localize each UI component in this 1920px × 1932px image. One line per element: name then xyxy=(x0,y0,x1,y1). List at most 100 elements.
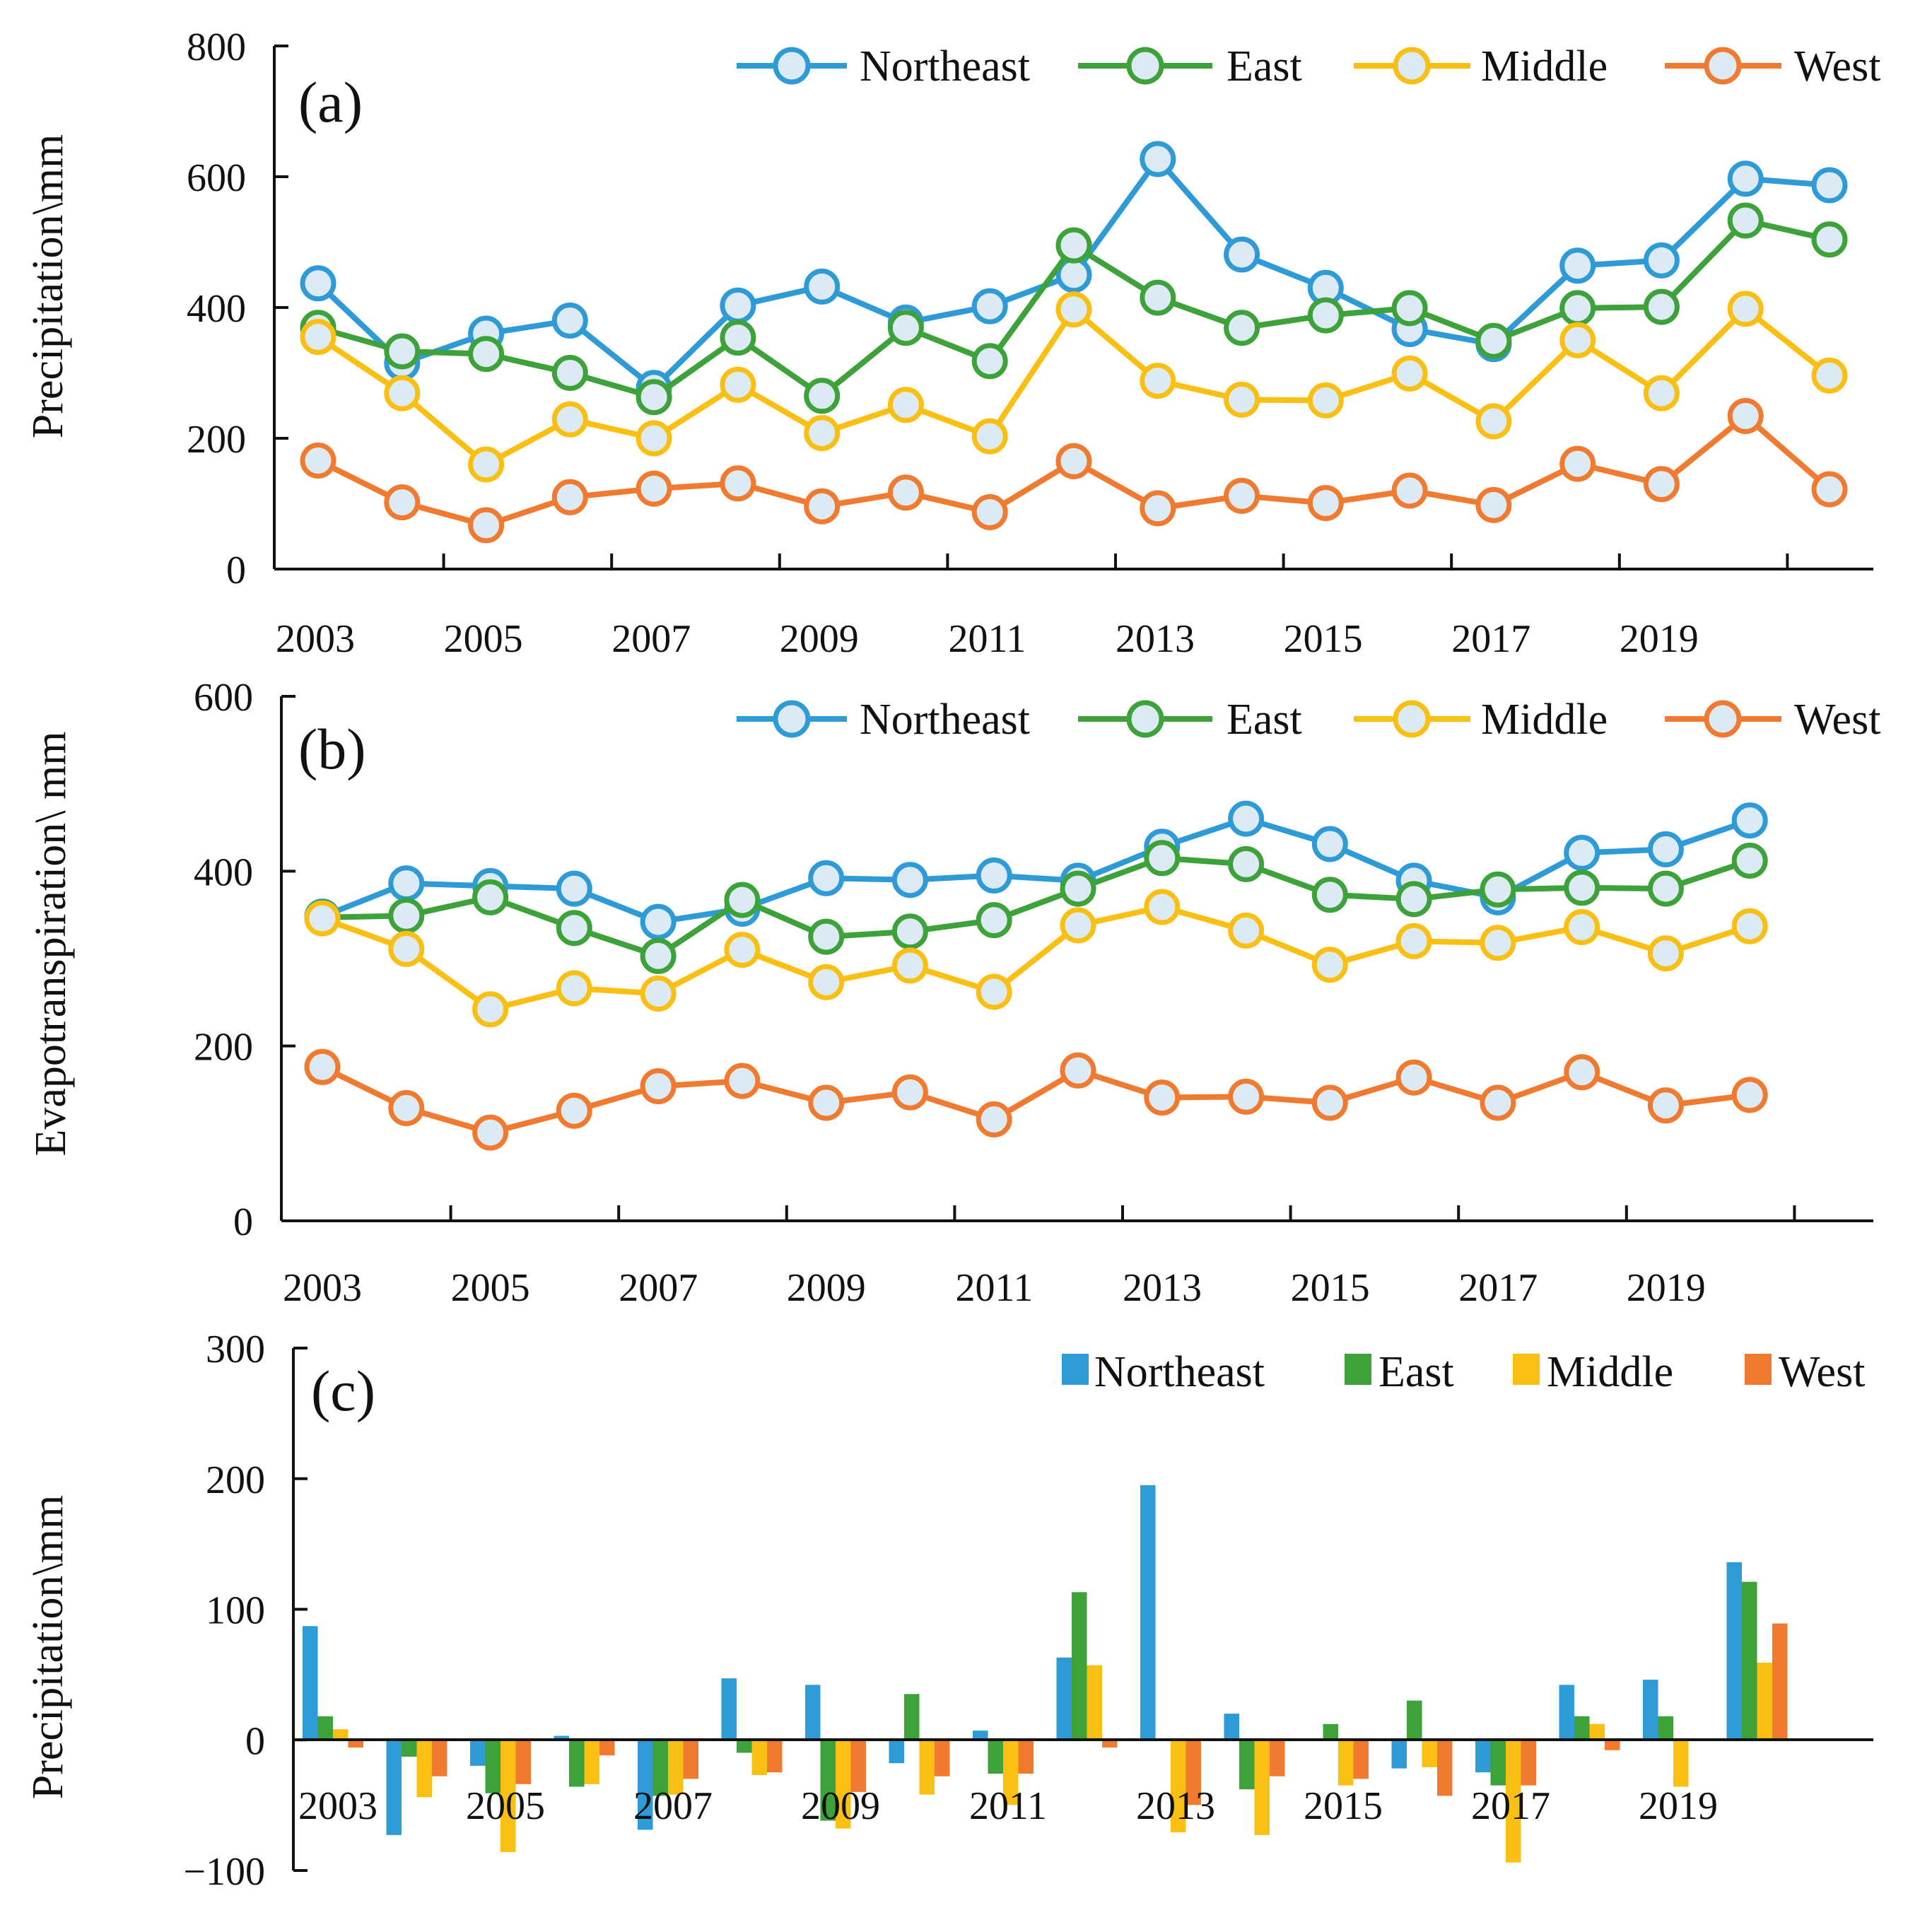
panel-b-northeast-point-2015 xyxy=(1311,826,1348,862)
panel-b-east-point-2011 xyxy=(976,902,1012,939)
panel-c-east-bar-2008 xyxy=(737,1740,752,1753)
panel-c-west-bar-2012 xyxy=(1102,1740,1118,1748)
panel-c-northeast-bar-2011 xyxy=(973,1731,988,1740)
panel-a-west-point-2006 xyxy=(551,479,588,515)
panel-a-middle-point-2017 xyxy=(1475,403,1512,440)
panel-a-east-point-2013 xyxy=(1140,279,1176,316)
legend-b-northeast-label: Northeast xyxy=(860,696,1030,744)
panel-a-northeast-point-2009 xyxy=(804,268,841,305)
panel-b-west-point-2014 xyxy=(1228,1078,1265,1115)
panel-a-east-point-2007 xyxy=(636,379,672,416)
panel-a-east-point-2017 xyxy=(1475,322,1512,359)
panel-a-west-point-2007 xyxy=(636,470,672,507)
legend-a-east-marker xyxy=(1126,47,1164,85)
panel-c-northeast-bar-2004 xyxy=(386,1740,402,1835)
panel-c-east-bar-2006 xyxy=(569,1740,585,1787)
panel-c-northeast-bar-2010 xyxy=(889,1740,904,1764)
panel-b-east-point-2007 xyxy=(640,937,677,974)
legend-b-west-marker xyxy=(1704,700,1742,738)
panel-b-middle-point-2010 xyxy=(891,947,928,984)
panel-b-x-tick-label: 2017 xyxy=(1458,1266,1538,1310)
legend-c-east-label: East xyxy=(1378,1348,1454,1396)
panel-c-middle-bar-2020 xyxy=(1757,1663,1772,1740)
panel-a-west-point-2014 xyxy=(1224,477,1260,514)
panel-b-west-point-2013 xyxy=(1144,1079,1181,1116)
legend-c-northeast-swatch xyxy=(1062,1354,1089,1385)
panel-c-west-bar-2017 xyxy=(1521,1740,1536,1786)
panel-a-northeast-point-2021 xyxy=(1811,167,1848,204)
panel-b-legend: Northeast East Middle West xyxy=(737,696,1880,744)
panel-c-northeast-bar-2009 xyxy=(805,1685,821,1740)
panel-c-middle-bar-2016 xyxy=(1422,1740,1437,1767)
panel-b-west-point-2008 xyxy=(724,1062,761,1099)
panel-b-middle-point-2009 xyxy=(808,964,845,1000)
panel-a-middle-point-2019 xyxy=(1643,375,1680,411)
panel-c-west-bar-2010 xyxy=(935,1740,950,1776)
panel-a-east-point-2009 xyxy=(804,377,841,414)
panel-c-y-tick-label: 0 xyxy=(245,1719,265,1763)
panel-a-east-point-2012 xyxy=(1055,227,1092,264)
legend-a-northeast-marker xyxy=(773,47,811,85)
panel-c-northeast-bar-2012 xyxy=(1056,1657,1072,1740)
panel-a-northeast-point-2018 xyxy=(1559,247,1596,284)
panel-c-east-bar-2012 xyxy=(1072,1592,1087,1740)
panel-b-middle-point-2005 xyxy=(472,991,509,1028)
panel-c-x-tick-label: 2009 xyxy=(801,1784,880,1828)
panel-a-west-point-2015 xyxy=(1307,485,1344,522)
panel-b-west-point-2015 xyxy=(1311,1084,1348,1121)
panel-a-y-tick-label: 0 xyxy=(226,549,246,592)
panel-c-x-tick-label: 2015 xyxy=(1304,1784,1383,1828)
panel-b-northeast-point-2020 xyxy=(1731,802,1768,839)
panel-a-middle-point-2014 xyxy=(1224,381,1260,418)
panel-b-northeast-point-2007 xyxy=(640,903,677,940)
panel-c-y-axis-title: Precipitation\mm xyxy=(24,1495,72,1800)
panel-b-east-point-2008 xyxy=(724,882,761,918)
panel-c-middle-bar-2018 xyxy=(1589,1723,1605,1740)
panel-a-east-point-2019 xyxy=(1643,288,1680,325)
panel-b-northeast-point-2018 xyxy=(1564,834,1600,871)
panel-c-west-bar-2005 xyxy=(515,1740,531,1784)
panel-b-east-point-2017 xyxy=(1480,871,1516,908)
panel-c-northeast-bar-2006 xyxy=(554,1735,569,1740)
panel-b-y-tick-label: 400 xyxy=(194,850,253,894)
panel-a-x-tick-label: 2007 xyxy=(611,617,691,661)
panel-b-middle-point-2008 xyxy=(724,932,761,968)
panel-c-northeast-bar-2014 xyxy=(1224,1714,1239,1740)
panel-b-middle-point-2004 xyxy=(388,930,425,967)
panel-c-west-bar-2016 xyxy=(1437,1740,1453,1796)
panel-a-northeast-point-2020 xyxy=(1727,160,1764,197)
panel-b-west-point-2017 xyxy=(1480,1084,1516,1121)
panel-a-northeast-point-2013 xyxy=(1140,141,1176,177)
panel-b-east-point-2013 xyxy=(1144,840,1181,877)
panel-b-middle-point-2011 xyxy=(976,973,1012,1010)
panel-b-east-point-2009 xyxy=(808,918,845,955)
panel-b-middle-point-2003 xyxy=(304,900,341,937)
panel-c-east-bar-2015 xyxy=(1323,1723,1338,1740)
panel-a-east-point-2014 xyxy=(1224,310,1260,346)
panel-a-middle-point-2007 xyxy=(636,420,672,457)
panel-c-west-bar-2020 xyxy=(1772,1623,1788,1740)
panel-a-east-point-2011 xyxy=(971,343,1008,380)
panel-a-middle-point-2015 xyxy=(1307,382,1344,418)
panel-b-y-tick-label: 0 xyxy=(233,1200,253,1244)
panel-b-east-point-2019 xyxy=(1647,870,1684,907)
panel-c-northeast-bar-2019 xyxy=(1643,1680,1658,1740)
panel-a-west-point-2021 xyxy=(1811,471,1848,508)
panel-b-y-axis-title: Evapotranspiration\ mm xyxy=(27,732,75,1157)
panel-c-middle-bar-2017 xyxy=(1506,1740,1521,1863)
panel-c-west-bar-2006 xyxy=(599,1740,615,1756)
panel-c-legend: Northeast East Middle West xyxy=(1062,1348,1865,1396)
panel-c-west-bar-2003 xyxy=(348,1740,363,1748)
panel-c-middle-bar-2004 xyxy=(416,1740,432,1798)
panel-b-x-tick-label: 2003 xyxy=(283,1266,362,1310)
panel-a-west-point-2012 xyxy=(1055,443,1092,479)
panel-a-middle-point-2013 xyxy=(1140,363,1176,399)
panel-c-y-tick-label: 100 xyxy=(206,1589,265,1633)
panel-a-y-tick-label: 400 xyxy=(187,287,246,331)
panel-b-middle-point-2015 xyxy=(1311,947,1348,983)
panel-b-east-point-2010 xyxy=(891,913,928,950)
panel-a-middle-point-2020 xyxy=(1727,291,1764,327)
panel-c-east-bar-2018 xyxy=(1574,1716,1590,1740)
panel-c-y-tick-label: 300 xyxy=(206,1328,265,1371)
